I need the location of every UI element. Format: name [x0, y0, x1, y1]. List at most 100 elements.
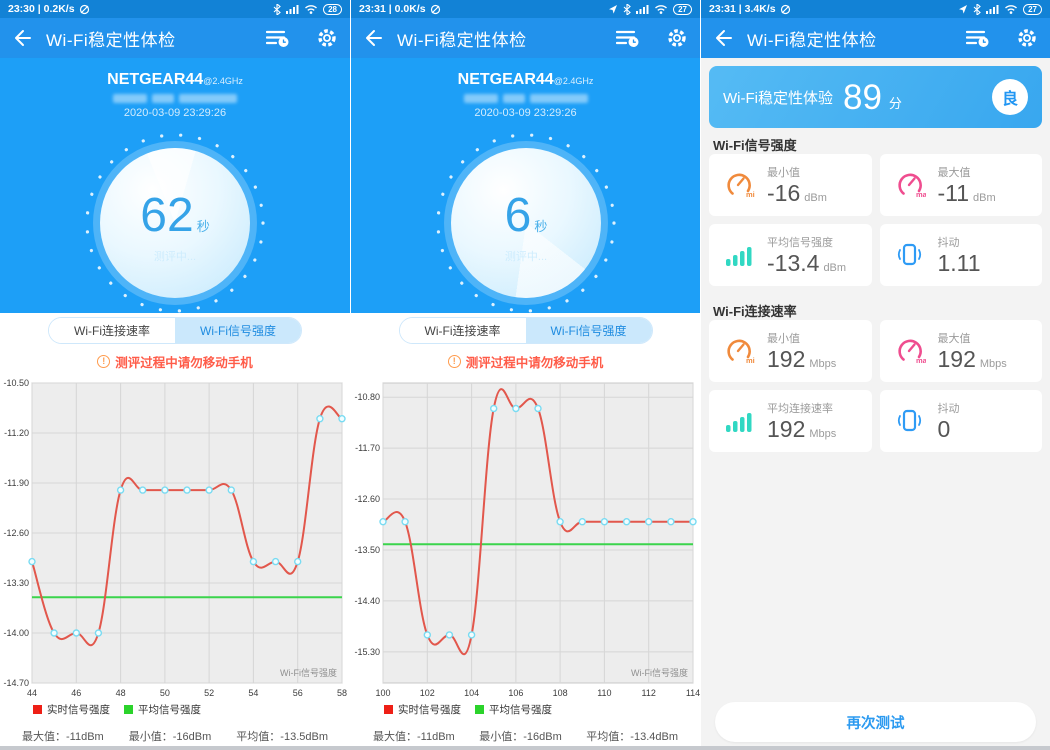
back-arrow-icon[interactable] [713, 28, 733, 48]
metric-value: 192 [767, 345, 806, 372]
legend-swatch-average [124, 705, 133, 714]
svg-text:-14.00: -14.00 [3, 628, 29, 638]
metric-label: 平均连接速率 [767, 402, 833, 415]
app-header: Wi-Fi稳定性体检 [0, 18, 350, 58]
stat-avg: 平均值：-13.5dBm [236, 731, 328, 743]
bluetooth-icon [973, 3, 981, 15]
gear-icon[interactable] [666, 27, 688, 49]
cell-signal-icon [286, 5, 299, 14]
chart-legend: 实时信号强度 平均信号强度 [33, 702, 201, 717]
seconds-unit: 秒 [196, 219, 210, 234]
warning-icon: ! [97, 354, 111, 368]
metric-label: 最大值 [937, 332, 971, 345]
metric-unit: dBm [973, 191, 996, 204]
metric-unit: dBm [823, 261, 847, 274]
svg-text:56: 56 [293, 688, 303, 698]
metric-card-jitter: 抖动 1.11 [879, 224, 1042, 286]
retest-button[interactable]: 再次测试 [715, 702, 1036, 742]
tab-connect-rate[interactable]: Wi-Fi连接速率 [49, 317, 175, 343]
location-icon [959, 5, 968, 14]
metric-value: -11 [937, 179, 970, 206]
page-title: Wi-Fi稳定性体检 [397, 30, 527, 50]
battery-icon: 27 [673, 3, 692, 15]
svg-text:-12.60: -12.60 [3, 528, 29, 538]
score-unit: 分 [888, 95, 902, 111]
back-arrow-icon[interactable] [12, 28, 32, 48]
battery-icon: 27 [1023, 3, 1042, 15]
svg-text:44: 44 [27, 688, 37, 698]
legend-swatch-average [475, 705, 484, 714]
wifi-icon [655, 5, 668, 14]
history-report-icon[interactable] [616, 28, 640, 48]
ssid-band: @2.4GHz [553, 76, 594, 86]
do-not-move-warning: ! 测评过程中请勿移动手机 [351, 348, 700, 374]
stat-min: 最小值：-16dBm [128, 731, 212, 743]
mute-icon [780, 4, 790, 14]
svg-text:-13.30: -13.30 [3, 578, 29, 588]
stat-min: 最小值：-16dBm [479, 731, 562, 743]
gauge-max-icon: max [897, 339, 926, 365]
history-report-icon[interactable] [266, 28, 290, 48]
svg-text:-12.60: -12.60 [354, 494, 380, 504]
svg-text:54: 54 [248, 688, 258, 698]
bluetooth-icon [623, 3, 631, 15]
signal-bars-icon [726, 247, 752, 266]
chart-stats: 最大值：-11dBm 最小值：-16dBm 平均值：-13.5dBm [0, 727, 350, 745]
gear-icon[interactable] [1016, 27, 1038, 49]
screenshot-bottom-edge [0, 746, 1050, 750]
svg-text:-10.50: -10.50 [3, 378, 29, 388]
elapsed-seconds: 62 [140, 189, 194, 242]
svg-text:100: 100 [375, 688, 390, 698]
svg-text:108: 108 [553, 688, 568, 698]
tab-signal-strength[interactable]: Wi-Fi信号强度 [175, 317, 301, 343]
stat-max: 最大值：-11dBm [373, 731, 455, 743]
score-card: Wi-Fi稳定性体验 89 分 良 [709, 66, 1042, 128]
score-value: 89 [842, 77, 882, 117]
gear-icon[interactable] [316, 27, 338, 49]
back-arrow-icon[interactable] [363, 28, 383, 48]
vibrate-icon [897, 409, 921, 432]
tab-signal-strength[interactable]: Wi-Fi信号强度 [525, 317, 652, 343]
section-title-rate: Wi-Fi连接速率 [713, 304, 797, 319]
svg-text:-14.40: -14.40 [354, 596, 380, 606]
svg-text:46: 46 [71, 688, 81, 698]
grade-badge: 良 [992, 79, 1028, 115]
svg-text:52: 52 [204, 688, 214, 698]
battery-icon: 28 [323, 3, 342, 15]
svg-text:112: 112 [642, 688, 656, 698]
metric-value: 192 [937, 345, 976, 372]
history-report-icon[interactable] [966, 28, 990, 48]
metric-card-min: min 最小值 -16dBm [709, 154, 872, 216]
app-header: Wi-Fi稳定性体检 [351, 18, 700, 58]
svg-text:102: 102 [420, 688, 435, 698]
svg-text:-15.30: -15.30 [354, 647, 380, 657]
svg-text:-11.90: -11.90 [4, 478, 29, 488]
tab-connect-rate[interactable]: Wi-Fi连接速率 [399, 317, 526, 343]
censored-detail-line [351, 94, 700, 103]
metric-card-average: 平均信号强度 -13.4 dBm [709, 224, 872, 286]
section-title-signal: Wi-Fi信号强度 [713, 138, 797, 153]
seconds-unit: 秒 [534, 219, 548, 234]
app-header: Wi-Fi稳定性体检 [701, 18, 1050, 58]
measuring-state-text: 测评中... [504, 251, 548, 263]
svg-text:50: 50 [160, 688, 170, 698]
score-label: Wi-Fi稳定性体验 [723, 89, 833, 107]
chart-legend: 实时信号强度 平均信号强度 [384, 702, 552, 717]
ssid-band: @2.4GHz [203, 76, 243, 86]
legend-label: 实时信号强度 [47, 704, 110, 716]
metric-card-jitter: 抖动 0 [879, 390, 1042, 452]
svg-text:Wi-Fi信号强度: Wi-Fi信号强度 [631, 667, 688, 678]
measuring-state-text: 测评中... [153, 251, 197, 263]
svg-text:48: 48 [116, 688, 126, 698]
chart-tabs: Wi-Fi连接速率 Wi-Fi信号强度 [351, 313, 700, 347]
ssid-label: NETGEAR44@2.4GHz [457, 71, 594, 88]
bluetooth-icon [273, 3, 281, 15]
metric-label: 最大值 [937, 166, 971, 179]
signal-metric-cards: min 最小值 -16dBm max 最大值 -11dBm 平均信号强度 -13… [709, 154, 1042, 286]
gauge-min-icon: min [727, 339, 755, 365]
svg-text:min: min [746, 356, 755, 365]
status-bar: 23:30 | 0.2K/s 28 [0, 0, 350, 18]
